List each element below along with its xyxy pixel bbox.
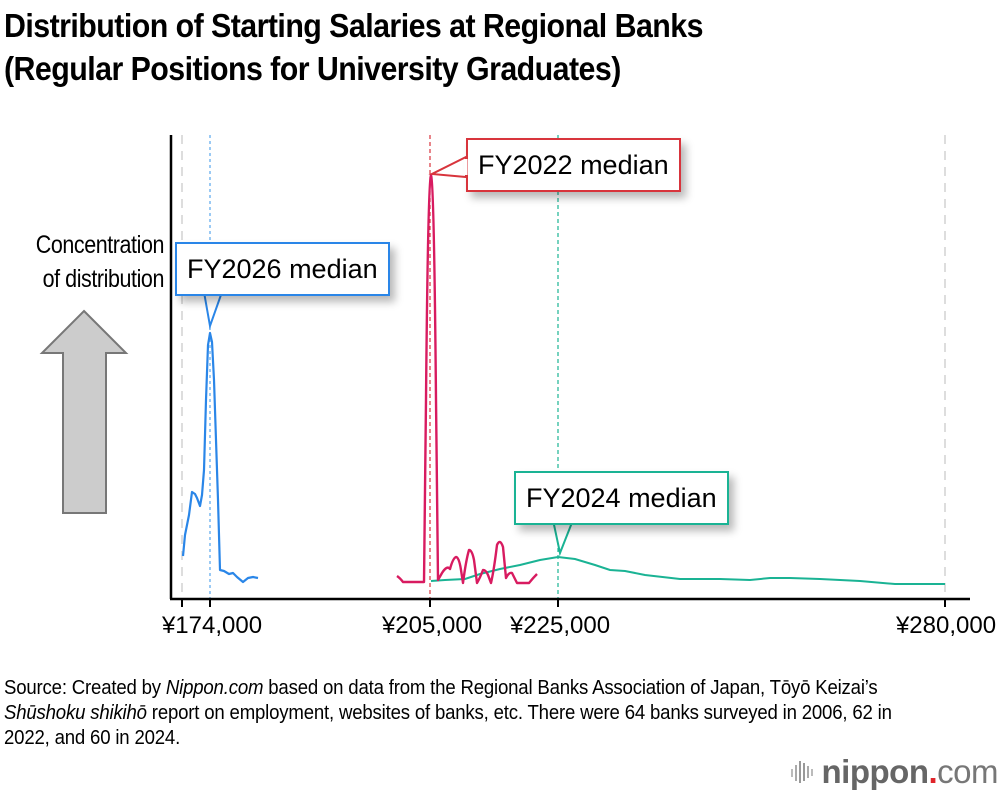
logo-wordmark: nippon.com [821,753,999,790]
logo-suffix: com [937,753,998,790]
y-axis-label-line1: Concentration [35,231,165,259]
fy2022-median-callout: FY2022 median [466,138,681,192]
source-note: Source: Created by Nippon.com based on d… [4,676,925,751]
source-mid: based on data from the Regional Banks As… [263,677,878,699]
chart-title: Distribution of Starting Salaries at Reg… [4,4,703,90]
fy2024-curve [430,555,945,585]
source-rest: report on employment, websites of banks,… [4,702,892,749]
fy2026-median-callout: FY2026 median [175,242,390,296]
x-tick-label-174000: ¥174,000 [161,612,263,639]
source-italic-shikiho: Shūshoku shikihō [4,702,147,724]
fy2022-curve [396,173,538,585]
x-tick-label-225000: ¥225,000 [509,612,611,639]
x-tick-label-280000: ¥280,000 [895,612,997,639]
chart-title-line1: Distribution of Starting Salaries at Reg… [4,7,703,44]
fy2022-callout-pointer [428,155,467,179]
fy2026-callout-pointer [202,291,224,330]
sound-bars-icon [790,761,813,783]
y-axis-label-line2: of distribution [42,265,165,293]
logo-name: nippon [821,753,929,790]
source-prefix: Source: Created by [4,677,166,699]
source-italic-nippon: Nippon.com [165,677,264,699]
up-arrow-icon [39,309,129,514]
logo-dot: . [928,753,938,790]
x-tick-label-205000: ¥205,000 [381,612,483,639]
y-axis-label: Concentration of distribution [26,228,165,296]
chart-title-line2: (Regular Positions for University Gradua… [4,50,621,87]
fy2024-median-callout: FY2024 median [514,471,729,525]
fy2026-curve [181,331,259,584]
nippon-logo: nippon.com [790,754,998,790]
